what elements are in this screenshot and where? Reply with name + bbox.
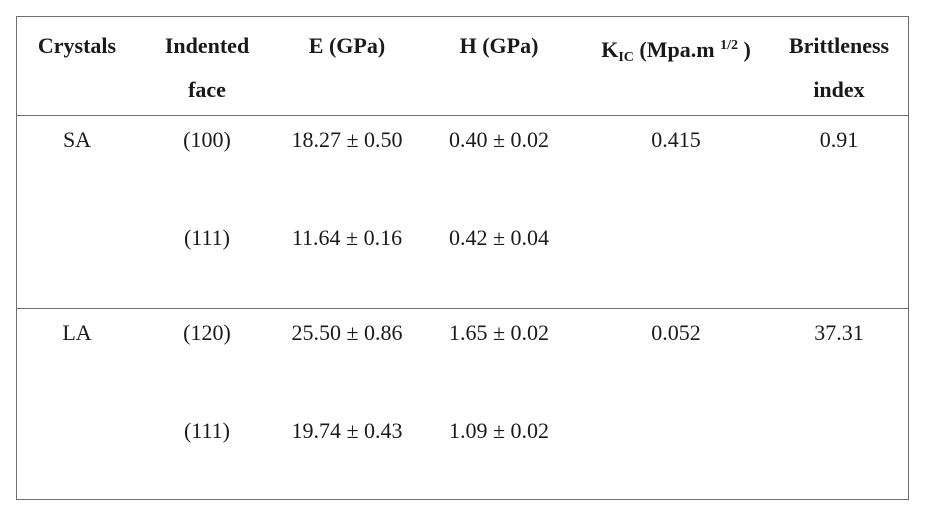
row-3-e: 25.50 ± 0.86 [291,320,403,345]
row-1-e: 18.27 ± 0.50 [291,127,403,152]
row-3-face: (120) [183,320,231,345]
header-kic-close: ) [743,37,751,62]
row-4-face: (111) [183,418,231,443]
row-4-h: 1.09 ± 0.02 [448,418,550,443]
row-1-face: (100) [183,127,231,152]
header-kic: KIC (Mpa.m 1/2 ) [601,33,751,71]
row-1-h: 0.40 ± 0.02 [448,127,550,152]
row-3-kic: 0.052 [651,320,701,345]
header-brittleness-line1: Brittleness [788,33,890,58]
header-indented-face-line2: face [188,77,226,102]
header-kic-superscript: 1/2 [720,38,738,53]
header-kic-unit: (Mpa.m [639,37,715,62]
header-crystals: Crystals [37,33,117,58]
row-1-kic: 0.415 [651,127,701,152]
header-brittleness-line2: index [813,77,865,102]
row-1-crystal: SA [62,127,92,152]
header-kic-subscript: IC [618,50,634,65]
data-table: Crystals Indented face E (GPa) H (GPa) K… [16,16,909,500]
header-divider [17,115,908,116]
row-2-e: 11.64 ± 0.16 [291,225,403,250]
header-h: H (GPa) [459,33,539,58]
group-divider [17,308,908,309]
row-1-brittleness: 0.91 [819,127,859,152]
row-3-crystal: LA [62,320,92,345]
row-2-face: (111) [183,225,231,250]
header-kic-symbol: K [601,37,619,62]
row-3-h: 1.65 ± 0.02 [448,320,550,345]
row-4-e: 19.74 ± 0.43 [291,418,403,443]
row-3-brittleness: 37.31 [814,320,864,345]
header-e: E (GPa) [308,33,386,58]
header-indented-face-line1: Indented [164,33,250,58]
row-2-h: 0.42 ± 0.04 [448,225,550,250]
